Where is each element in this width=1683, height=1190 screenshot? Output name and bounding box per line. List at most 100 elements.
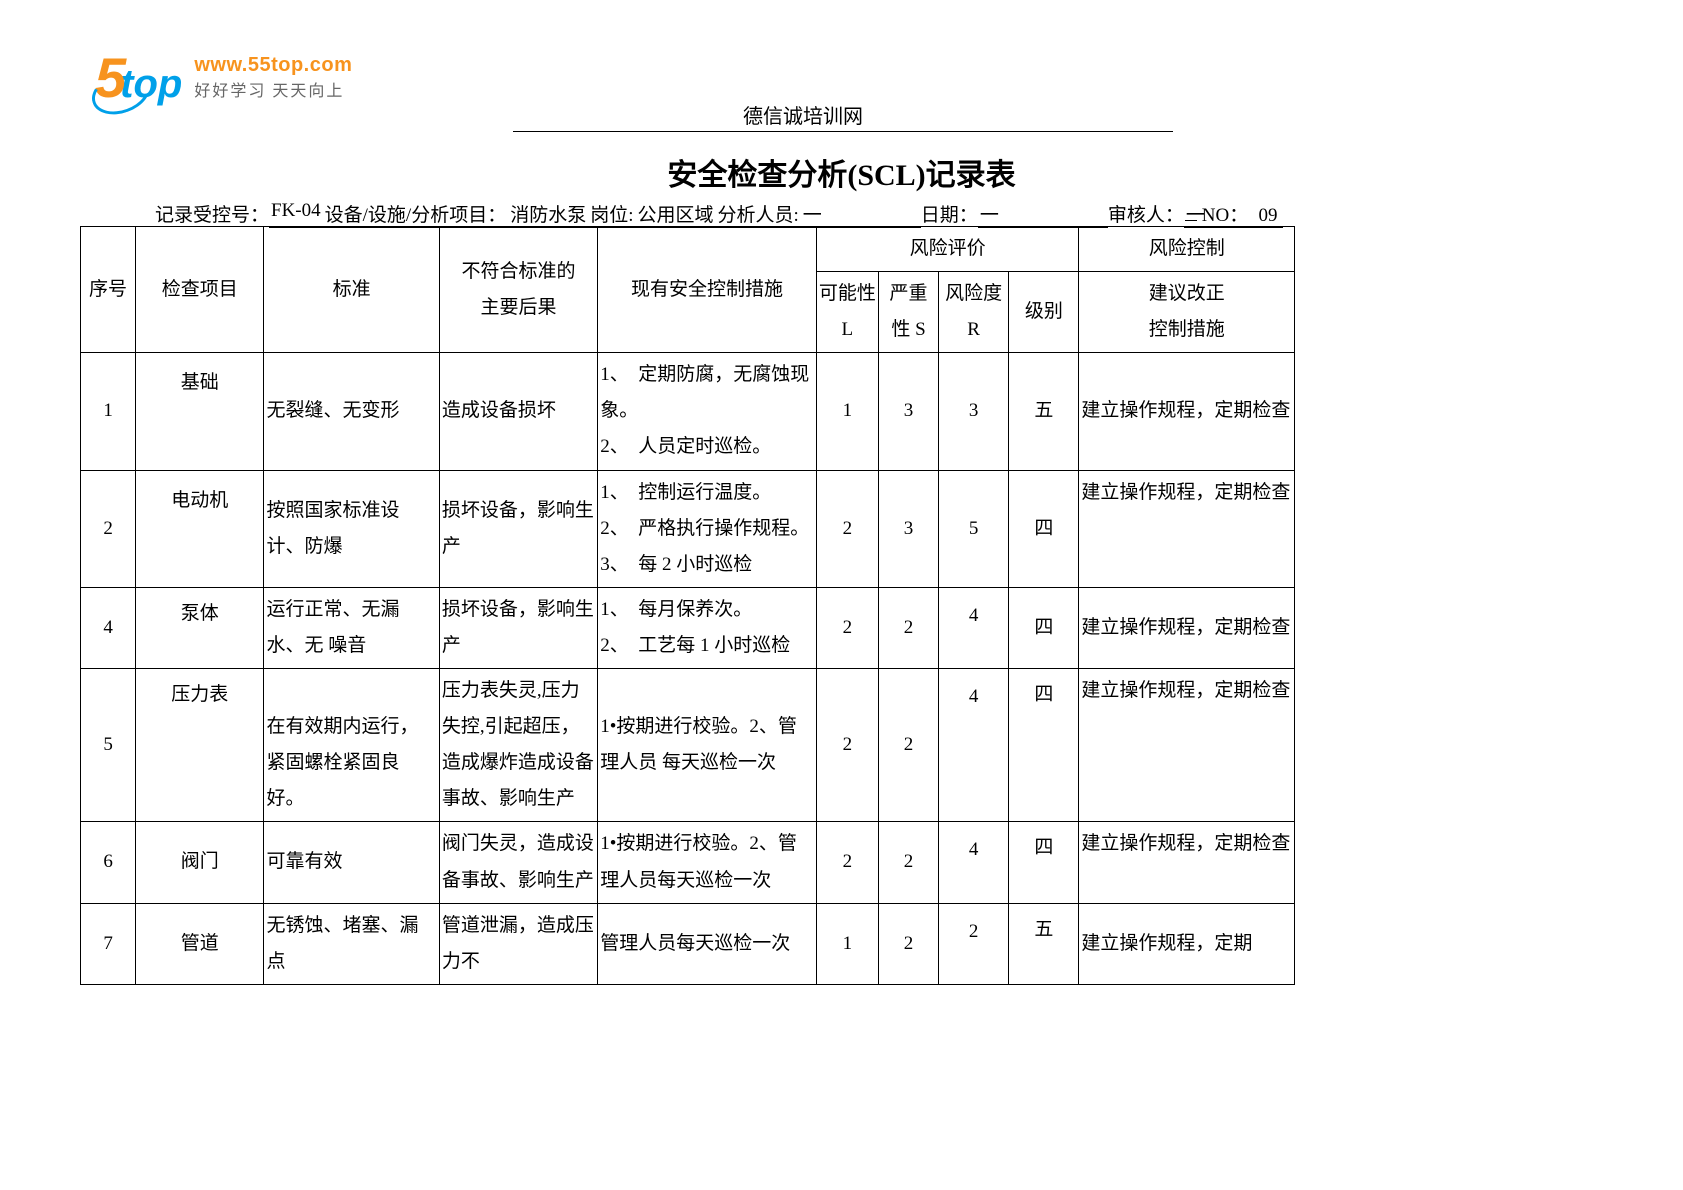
equip-value: 消防水泵 [508,200,588,228]
cell-L: 1 [816,903,878,984]
cell-L: 1 [816,353,878,470]
th-risk-ctrl: 风险控制 [1079,227,1295,272]
cell-S: 3 [878,470,938,587]
cell-R: 4 [939,822,1009,903]
cell-R: 2 [939,903,1009,984]
table-body: 1基础无裂缝、无变形造成设备损坏1、 定期防腐，无腐蚀现象。2、 人员定时巡检。… [81,353,1295,985]
cell-S: 2 [878,822,938,903]
logo-mark: 5top [95,45,182,110]
cell-seq: 1 [81,353,136,470]
cell-seq: 7 [81,903,136,984]
cell-L: 2 [816,587,878,668]
cell-level: 四 [1009,669,1079,822]
cell-std: 运行正常、无漏水、无 噪音 [264,587,439,668]
scl-table: 序号 检查项目 标准 不符合标准的 主要后果 现有安全控制措施 风险评价 风险控… [80,226,1295,985]
cell-seq: 6 [81,822,136,903]
table-row: 2电动机按照国家标准设计、防爆损坏设备，影响生产1、 控制运行温度。2、 严格执… [81,470,1295,587]
date-label: 日期： [921,200,978,228]
cell-L: 2 [816,669,878,822]
cell-level: 五 [1009,353,1079,470]
post-label: 岗位: [588,200,635,228]
cell-suggestion: 建立操作规程，定期 [1079,903,1295,984]
cell-consequence: 阀门失灵，造成设备事故、影响生产 [439,822,597,903]
site-logo: 5top www.55top.com 好好学习 天天向上 [95,45,395,115]
th-sugg-l2: 控制措施 [1081,312,1292,348]
cell-suggestion: 建立操作规程，定期检查 [1079,669,1295,822]
th-S: 严重性 S [878,272,938,353]
cell-S: 2 [878,903,938,984]
th-std: 标准 [264,227,439,353]
cell-level: 四 [1009,822,1079,903]
th-R-l1: 风险度 [941,276,1006,312]
table-row: 4泵体运行正常、无漏水、无 噪音损坏设备，影响生产1、 每月保养次。2、 工艺每… [81,587,1295,668]
date-value: 一 [978,200,1108,228]
cell-item: 基础 [136,353,264,470]
post-value: 公用区域 [636,200,716,228]
cell-item: 压力表 [136,669,264,822]
cell-consequence: 损坏设备，影响生产 [439,587,597,668]
cell-R: 4 [939,587,1009,668]
reviewer-label: 审核人： [1108,200,1184,228]
cell-suggestion: 建立操作规程，定期检查 [1079,353,1295,470]
cell-measures: 1、 定期防腐，无腐蚀现象。2、 人员定时巡检。 [598,353,817,470]
cell-measures: 1、 控制运行温度。2、 严格执行操作规程。3、 每 2 小时巡检 [598,470,817,587]
th-seq: 序号 [81,227,136,353]
no-label: NO： [1202,205,1248,226]
logo-text-block: www.55top.com 好好学习 天天向上 [194,54,352,101]
cell-L: 2 [816,470,878,587]
cell-seq: 5 [81,669,136,822]
th-R-l2: R [941,312,1006,348]
cell-R: 3 [939,353,1009,470]
cell-measures: 1、 每月保养次。2、 工艺每 1 小时巡检 [598,587,817,668]
th-L: 可能性 L [816,272,878,353]
cell-item: 阀门 [136,822,264,903]
cell-measures: 管理人员每天巡检一次 [598,903,817,984]
cell-consequence: 管道泄漏，造成压力不 [439,903,597,984]
table-header: 序号 检查项目 标准 不符合标准的 主要后果 现有安全控制措施 风险评价 风险控… [81,227,1295,353]
table-row: 5压力表在有效期内运行，紧固螺栓紧固良好。压力表失灵,压力失控,引起超压，造成爆… [81,669,1295,822]
cell-measures: 1•按期进行校验。2、管理人员 每天巡检一次 [598,669,817,822]
table-row: 7管道无锈蚀、堵塞、漏点管道泄漏，造成压力不管理人员每天巡检一次122五建立操作… [81,903,1295,984]
table-row: 6阀门可靠有效阀门失灵，造成设备事故、影响生产1•按期进行校验。2、管理人员每天… [81,822,1295,903]
logo-url: www.55top.com [194,54,352,77]
cell-level: 四 [1009,470,1079,587]
cell-item: 电动机 [136,470,264,587]
cell-consequence: 造成设备损坏 [439,353,597,470]
cell-suggestion: 建立操作规程，定期检查 [1079,470,1295,587]
cell-consequence: 损坏设备，影响生产 [439,470,597,587]
cell-consequence: 压力表失灵,压力失控,引起超压，造成爆炸造成设备事故、影响生产 [439,669,597,822]
analyst-value: 一 [801,200,921,228]
record-no-label: 记录受控号： [155,200,269,228]
th-R: 风险度 R [939,272,1009,353]
analyst-label: 分析人员: [716,200,801,228]
meta-line: 记录受控号： FK-04 设备/设施/分析项目： 消防水泵 岗位: 公用区域 分… [155,200,1295,228]
th-cons: 不符合标准的 主要后果 [439,227,597,353]
cell-std: 可靠有效 [264,822,439,903]
th-level: 级别 [1009,272,1079,353]
th-sugg-l1: 建议改正 [1081,276,1292,312]
th-risk-eval: 风险评价 [816,227,1079,272]
cell-R: 4 [939,669,1009,822]
logo-slogan: 好好学习 天天向上 [194,77,352,101]
document-title: 安全检查分析(SCL)记录表 [0,150,1683,194]
cell-seq: 4 [81,587,136,668]
cell-R: 5 [939,470,1009,587]
equip-label: 设备/设施/分析项目： [323,200,509,228]
cell-std: 按照国家标准设计、防爆 [264,470,439,587]
cell-suggestion: 建立操作规程，定期检查 [1079,587,1295,668]
cell-seq: 2 [81,470,136,587]
cell-std: 无锈蚀、堵塞、漏点 [264,903,439,984]
record-no-value: FK-04 [269,200,323,228]
th-sugg: 建议改正 控制措施 [1079,272,1295,353]
th-cons-l2: 主要后果 [442,290,595,326]
th-cons-l1: 不符合标准的 [442,254,595,290]
header-site-name: 德信诚培训网 [513,100,1173,132]
cell-S: 3 [878,353,938,470]
cell-std: 无裂缝、无变形 [264,353,439,470]
cell-std: 在有效期内运行，紧固螺栓紧固良好。 [264,669,439,822]
th-item: 检查项目 [136,227,264,353]
cell-item: 泵体 [136,587,264,668]
th-measures: 现有安全控制措施 [598,227,817,353]
cell-L: 2 [816,822,878,903]
cell-suggestion: 建立操作规程，定期检查 [1079,822,1295,903]
